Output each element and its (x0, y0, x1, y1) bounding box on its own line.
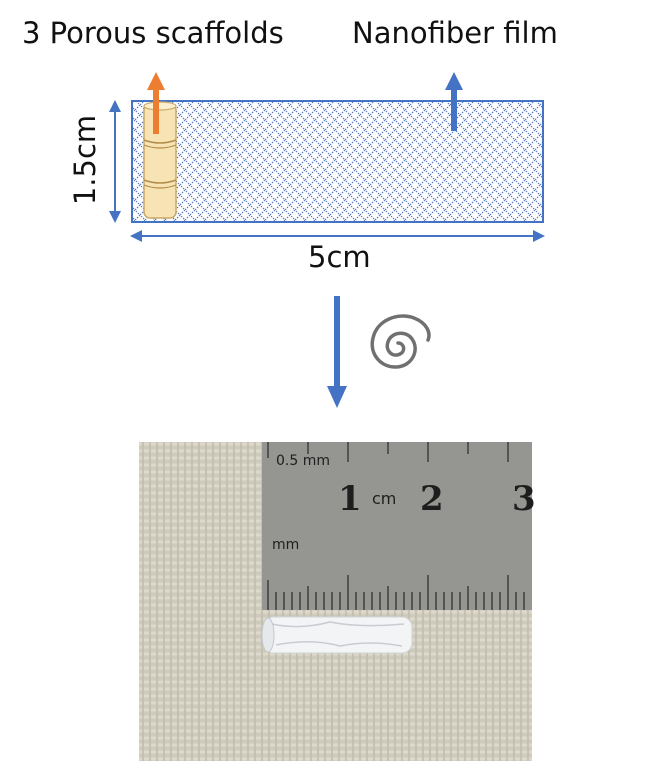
ruler-cm-label: cm (372, 489, 396, 508)
ruler-number-1: 1 (338, 479, 362, 519)
ruler-number-2: 2 (420, 479, 444, 519)
height-dimension-arrow (109, 100, 121, 223)
orange-up-arrow (147, 72, 165, 134)
ruler (262, 442, 532, 610)
ruler-number-3: 3 (512, 479, 536, 519)
nanofiber-film-label: Nanofiber film (352, 16, 558, 50)
width-dimension-label: 5cm (308, 240, 371, 274)
scaffolds-label: 3 Porous scaffolds (22, 16, 284, 50)
width-dimension-arrow (130, 230, 545, 242)
ruler-ticks (267, 442, 525, 610)
sample-photo: 0.5 mm 1 cm 2 3 mm (139, 442, 536, 761)
blue-up-arrow (445, 72, 463, 131)
porous-scaffold-stack (143, 101, 177, 219)
ruler-mm-label: mm (272, 537, 299, 553)
nanofiber-film (131, 100, 544, 223)
rolled-scaffold-sample (261, 616, 413, 654)
ruler-top-unit: 0.5 mm (276, 453, 330, 469)
rolling-process-arrow (327, 296, 347, 408)
spiral-icon (370, 314, 431, 369)
